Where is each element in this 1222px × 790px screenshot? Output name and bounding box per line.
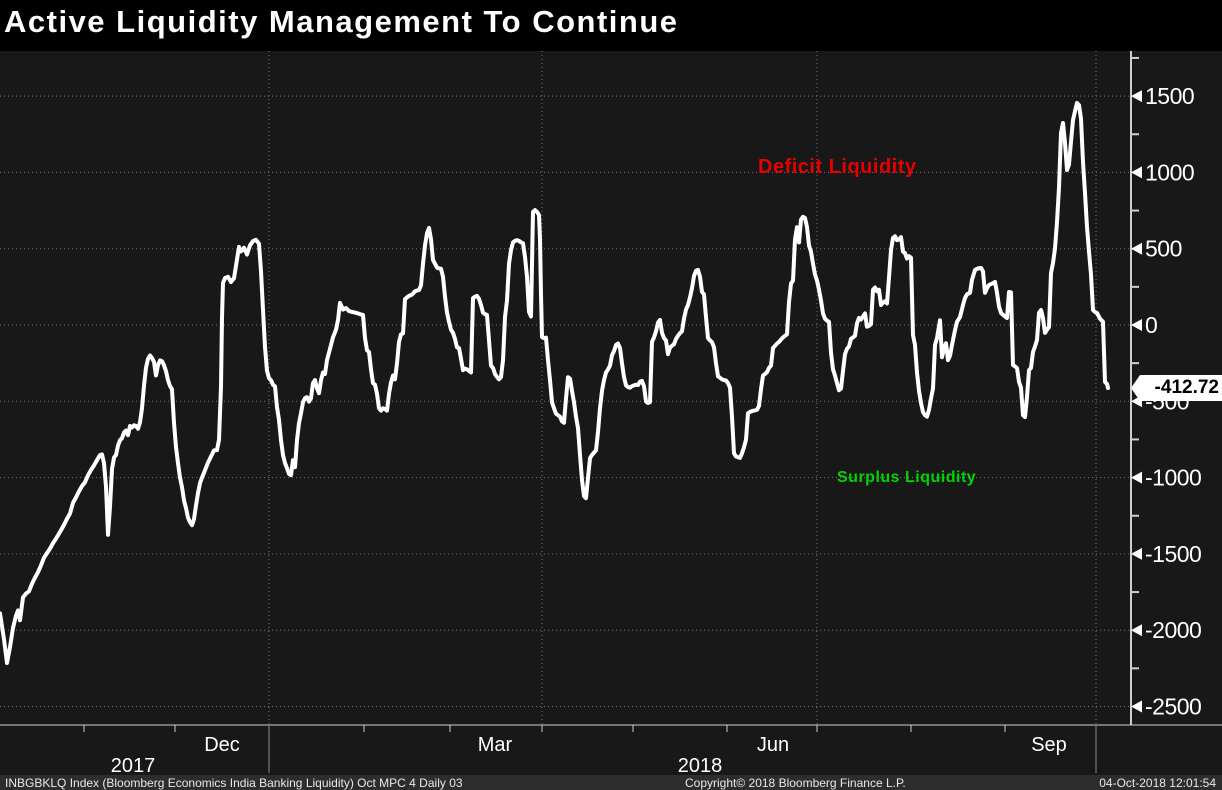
plot-background <box>0 51 1222 775</box>
page-title: Active Liquidity Management To Continue <box>4 4 679 39</box>
y-major-tick-arrow <box>1131 242 1142 255</box>
status-bar: INBGBKLQ Index (Bloomberg Economics Indi… <box>0 775 1222 790</box>
last-price-label: -412.72 <box>1131 375 1222 401</box>
y-axis-label: 1500 <box>1145 83 1194 109</box>
y-major-tick-arrow <box>1131 166 1142 179</box>
y-axis-label: 500 <box>1145 236 1182 262</box>
y-major-tick-arrow <box>1131 624 1142 637</box>
copyright-text: Copyright© 2018 Bloomberg Finance L.P. <box>685 775 906 790</box>
y-major-tick-arrow <box>1131 700 1142 713</box>
x-axis-year-label: 2018 <box>678 755 723 777</box>
y-axis-label: 0 <box>1145 312 1157 338</box>
y-major-tick-arrow <box>1131 319 1142 331</box>
x-axis-month-label: Mar <box>478 734 513 756</box>
liquidity-series-line <box>0 101 1110 665</box>
security-description: INBGBKLQ Index (Bloomberg Economics Indi… <box>5 775 463 790</box>
y-axis-label: 1000 <box>1145 159 1194 185</box>
y-axis-label: -2500 <box>1145 694 1201 720</box>
x-axis-month-label: Dec <box>204 734 240 756</box>
x-axis-month-label: Sep <box>1031 734 1067 756</box>
y-axis-label: -1000 <box>1145 465 1201 491</box>
y-axis-label: -1500 <box>1145 541 1201 567</box>
y-major-tick-arrow <box>1131 471 1142 484</box>
surplus-liquidity-annotation: Surplus Liquidity <box>837 469 977 486</box>
y-major-tick-arrow <box>1131 547 1142 560</box>
timestamp: 04-Oct-2018 12:01:54 <box>1099 775 1216 790</box>
title-bar: Active Liquidity Management To Continue <box>0 0 1222 51</box>
y-major-tick-arrow <box>1131 90 1142 103</box>
x-axis-month-label: Jun <box>757 734 789 756</box>
y-axis-label: -2000 <box>1145 617 1201 643</box>
x-axis-year-label: 2017 <box>111 755 156 777</box>
deficit-liquidity-annotation: Deficit Liquidity <box>758 156 917 178</box>
